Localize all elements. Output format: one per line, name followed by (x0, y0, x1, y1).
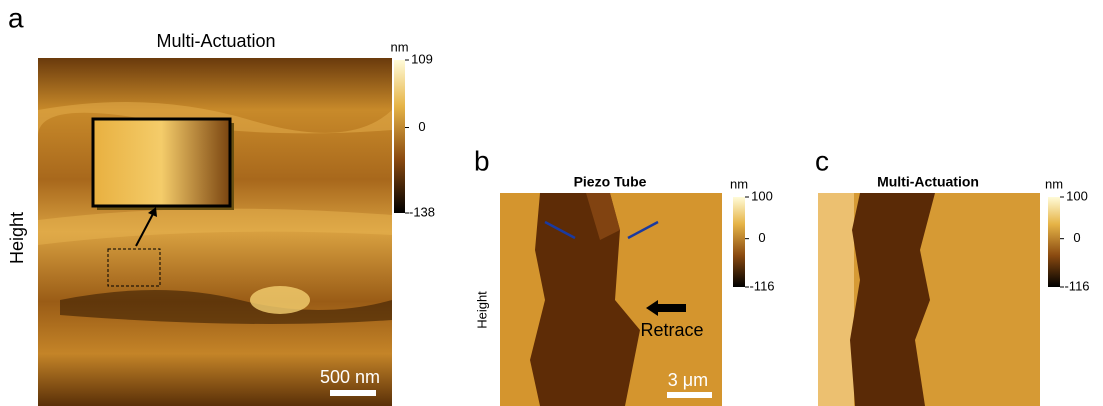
y-label: Height (474, 291, 489, 329)
colorbar-tick-label: 0 (1073, 230, 1080, 245)
colorbar-tick-label: 0 (418, 119, 425, 134)
texture (250, 286, 310, 314)
colorbar-tick-label: -116 (1064, 278, 1089, 293)
scale-bar-label: 500 nm (320, 367, 380, 387)
afm-region (818, 193, 854, 406)
panel-label: b (474, 145, 490, 176)
colorbar (1048, 197, 1060, 287)
scale-bar-label: 3 μm (668, 370, 708, 390)
figure: a Multi-Actuation Height 500 nm b Piezo … (0, 0, 1103, 406)
colorbar-tick-label: 100 (751, 188, 773, 203)
y-label: Height (7, 212, 27, 264)
colorbar-tick-label: 100 (1066, 188, 1088, 203)
colorbar-tick-label: -116 (749, 278, 774, 293)
colorbar (733, 197, 745, 287)
colorbar (394, 60, 405, 213)
panel-title: Multi-Actuation (877, 174, 979, 190)
panel-label: c (815, 145, 829, 176)
colorbar-tick-label: 0 (758, 230, 765, 245)
scale-bar (667, 392, 712, 398)
inset (93, 119, 230, 206)
panel-title: Piezo Tube (574, 174, 647, 190)
annotation: Retrace (640, 320, 703, 340)
colorbar-unit: nm (730, 176, 748, 191)
panel-title: Multi-Actuation (156, 31, 275, 51)
scale-bar (330, 390, 376, 396)
colorbar-unit: nm (1045, 176, 1063, 191)
colorbar-tick-label: -138 (409, 204, 435, 219)
panel-label: a (8, 2, 24, 33)
colorbar-tick-label: 109 (411, 51, 433, 66)
colorbar-unit: nm (390, 39, 408, 54)
